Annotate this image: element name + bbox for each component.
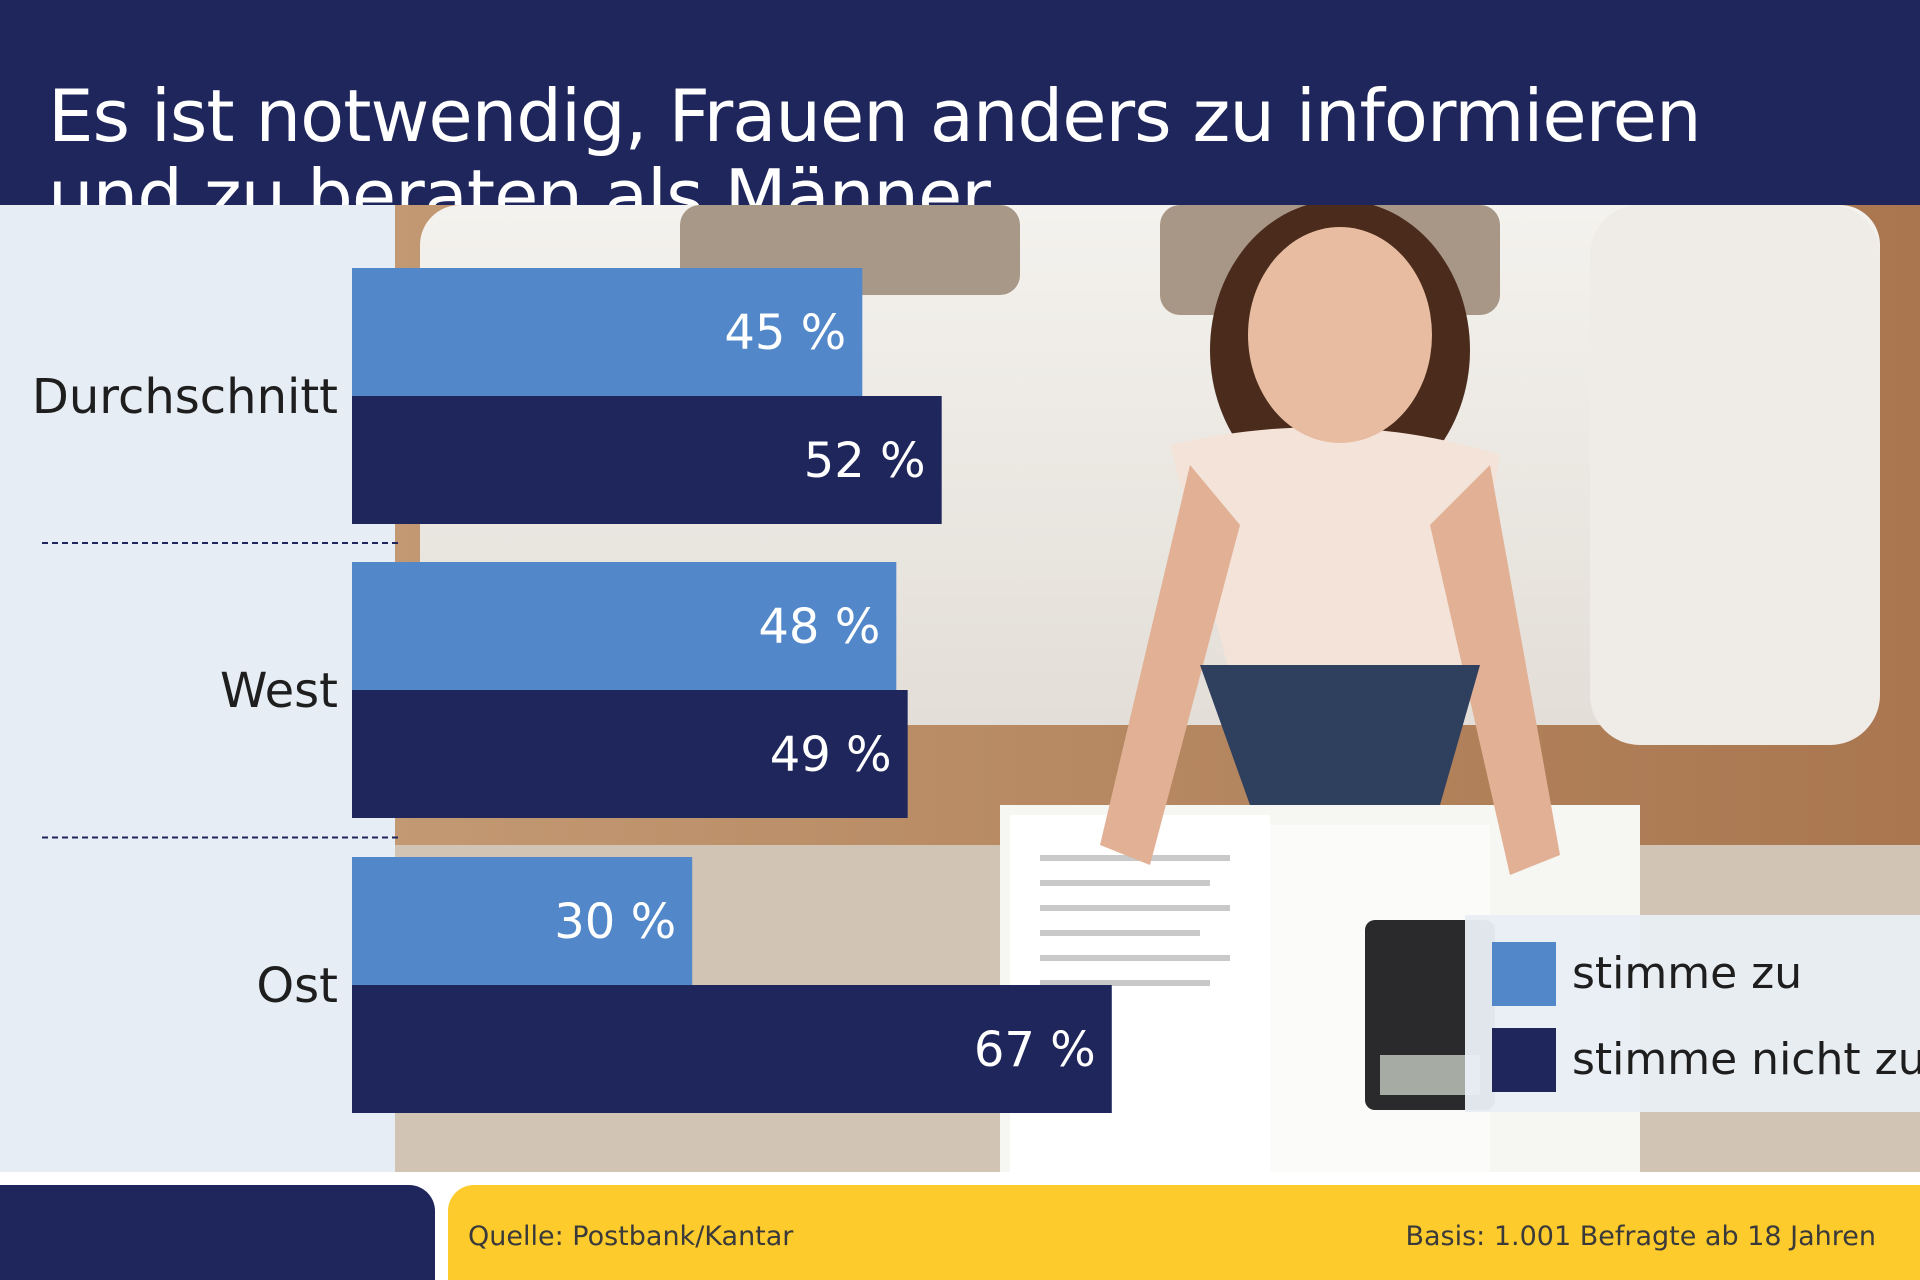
value-label-ost-stimme-zu: 30 %: [554, 894, 676, 950]
labels-layer: 45 % 52 % Durchschnitt 48 % 49 % West 30 % 67 %…: [32, 305, 1096, 1078]
bar-ost-stimme-nicht-zu: [352, 985, 1112, 1113]
category-label-west: West: [220, 663, 338, 719]
header: Es ist notwendig, Frauen anders zu infor…: [0, 0, 1920, 236]
bars-layer: [352, 268, 1112, 1113]
bar-ost-stimme-zu: [352, 857, 693, 985]
legend-label-stimme-zu: stimme zu: [1572, 948, 1803, 999]
value-label-durchschnitt-stimme-zu: 45 %: [724, 305, 846, 361]
legend-label-stimme-nicht-zu: stimme nicht zu: [1572, 1034, 1920, 1085]
footer-bar: Quelle: Postbank/Kantar Basis: 1.001 Bef…: [448, 1185, 1920, 1280]
bar-west-stimme-nicht-zu: [352, 690, 908, 818]
legend-swatch-stimme-nicht-zu: [1492, 1028, 1556, 1092]
category-label-ost: Ost: [256, 958, 338, 1014]
value-label-ost-stimme-nicht-zu: 67 %: [974, 1022, 1096, 1078]
value-label-durchschnitt-stimme-nicht-zu: 52 %: [804, 433, 926, 489]
bar-west-stimme-zu: [352, 562, 897, 690]
bar-durchschnitt-stimme-nicht-zu: [352, 396, 942, 524]
category-label-durchschnitt: Durchschnitt: [32, 369, 338, 425]
base-note: Basis: 1.001 Befragte ab 18 Jahren: [1405, 1221, 1876, 1252]
value-label-west-stimme-nicht-zu: 49 %: [770, 727, 892, 783]
page-title: Es ist notwendig, Frauen anders zu infor…: [48, 76, 1848, 236]
title-line-1: Es ist notwendig, Frauen anders zu infor…: [48, 74, 1702, 159]
legend-swatch-stimme-zu: [1492, 942, 1556, 1006]
value-label-west-stimme-zu: 48 %: [758, 599, 880, 655]
footer-accent-block: [0, 1185, 435, 1280]
bar-chart: 45 % 52 % Durchschnitt 48 % 49 % West 30 % 67 %…: [0, 205, 1112, 1172]
bar-durchschnitt-stimme-zu: [352, 268, 863, 396]
source-note: Quelle: Postbank/Kantar: [468, 1221, 794, 1252]
legend: stimme zu stimme nicht zu: [1465, 915, 1920, 1112]
label-panel: [0, 205, 395, 1172]
